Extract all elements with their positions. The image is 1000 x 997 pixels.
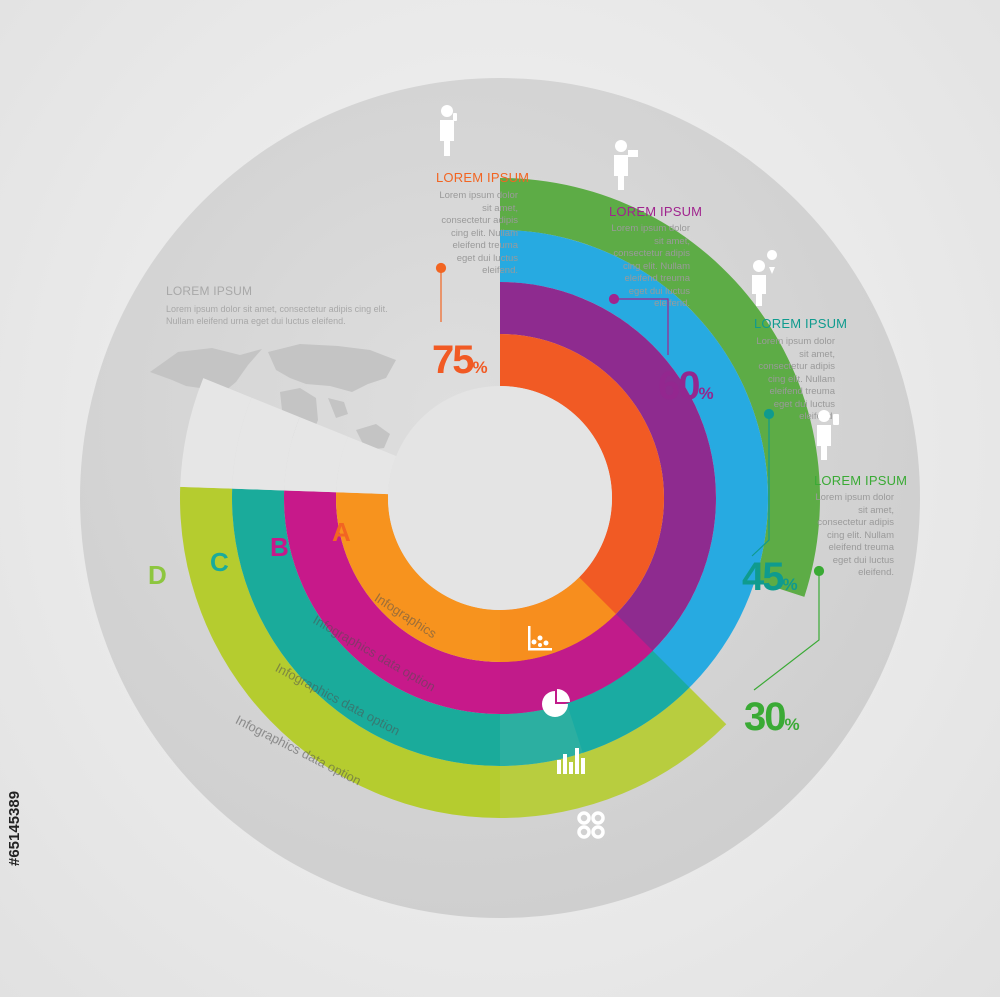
- callout-heading-d: LOREM IPSUM: [814, 473, 908, 488]
- callout-heading-c: LOREM IPSUM: [754, 316, 848, 331]
- world-body: Lorem ipsum dolor sit amet, consectetur …: [166, 304, 388, 326]
- stock-id: #65145389: [6, 790, 23, 866]
- ribbon-b: [284, 490, 500, 714]
- label-tab-a: [336, 436, 397, 495]
- value-label-a: 75%: [432, 338, 488, 382]
- callout-body-c: Lorem ipsum dolor sit amet, consectetur …: [756, 336, 835, 422]
- value-label-b: 60%: [658, 364, 714, 408]
- chart-rings: [180, 178, 820, 818]
- series-label-c: C: [210, 547, 229, 577]
- series-label-b: B: [270, 532, 289, 562]
- value-label-d: 30%: [744, 695, 800, 739]
- ribbon-d: [180, 486, 501, 818]
- lower-arc-d: [500, 687, 727, 818]
- ribbon-c: [231, 488, 501, 766]
- lower-arc-b: [500, 613, 653, 714]
- callout-heading-b: LOREM IPSUM: [609, 204, 703, 219]
- donut-hole: [388, 386, 612, 610]
- ribbon-a: [336, 492, 500, 662]
- callout-heading-a: LOREM IPSUM: [436, 170, 530, 185]
- value-arc-a: [500, 334, 664, 662]
- callout-body-a: Lorem ipsum dolor sit amet, consectetur …: [439, 190, 518, 276]
- callout-body-d: Lorem ipsum dolor sit amet, consectetur …: [815, 492, 894, 578]
- value-arc-b: [500, 282, 716, 714]
- lower-arc-c: [500, 650, 690, 766]
- value-arc-c: [500, 230, 768, 753]
- world-heading: LOREM IPSUM: [166, 284, 253, 298]
- label-tab-c: [232, 397, 300, 491]
- callout-body-b: Lorem ipsum dolor sit amet, consectetur …: [611, 223, 690, 309]
- label-tab-b: [284, 417, 348, 493]
- value-label-c: 45%: [742, 555, 798, 599]
- series-label-a: A: [332, 517, 351, 547]
- label-tab-d: [180, 378, 252, 489]
- value-arc-d: [500, 178, 820, 597]
- series-label-d: D: [148, 560, 167, 590]
